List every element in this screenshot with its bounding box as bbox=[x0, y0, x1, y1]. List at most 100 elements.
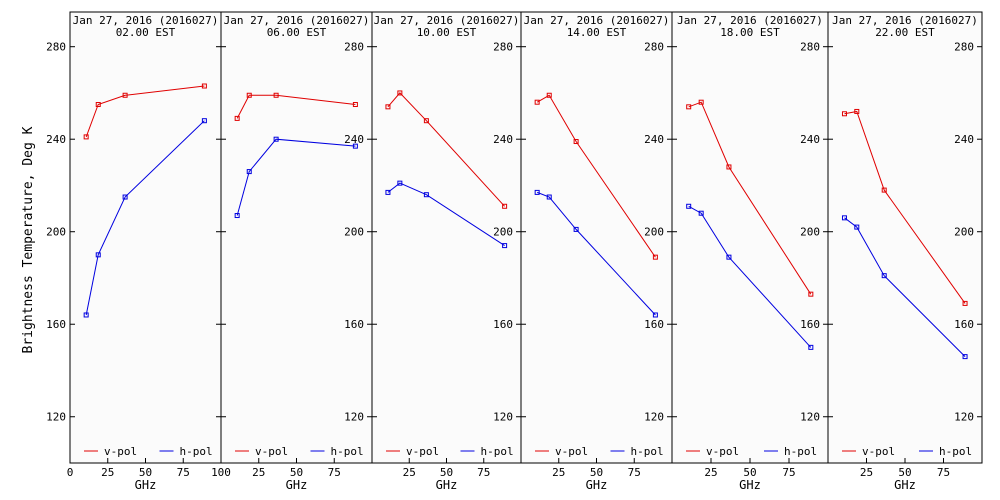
data-point-h-pol bbox=[652, 312, 658, 318]
y-tick-label: 160 bbox=[800, 318, 820, 331]
y-tick-label: 240 bbox=[644, 133, 664, 146]
x-tick-label: 25 bbox=[552, 466, 565, 479]
y-tick-label: 160 bbox=[46, 318, 66, 331]
data-point-v-pol bbox=[397, 90, 403, 96]
legend-label-h-pol: h-pol bbox=[180, 445, 213, 458]
legend-label-v-pol: v-pol bbox=[706, 445, 739, 458]
x-tick-label: 50 bbox=[440, 466, 453, 479]
x-tick-label: 75 bbox=[937, 466, 950, 479]
panel-title: Jan 27, 2016 (2016027) bbox=[524, 14, 670, 27]
x-tick-label: 50 bbox=[743, 466, 756, 479]
legend-label-h-pol: h-pol bbox=[784, 445, 817, 458]
series-line-v-pol bbox=[536, 94, 656, 258]
x-tick-label: 25 bbox=[704, 466, 717, 479]
panel-3: Jan 27, 2016 (2016027)10.00 EST 120 160 200… bbox=[371, 11, 522, 492]
panel-subtitle: 06.00 EST bbox=[267, 26, 327, 39]
data-point-h-pol bbox=[808, 344, 814, 350]
panel-frame bbox=[520, 11, 673, 464]
data-point-v-pol bbox=[122, 92, 128, 98]
data-point-h-pol bbox=[841, 215, 847, 221]
legend-label-v-pol: v-pol bbox=[255, 445, 288, 458]
y-axis-label: Brightness Temperature, Deg K bbox=[21, 126, 36, 353]
data-point-v-pol bbox=[726, 164, 732, 170]
data-point-h-pol bbox=[397, 180, 403, 186]
panel-title: Jan 27, 2016 (2016027) bbox=[677, 14, 823, 27]
y-tick-label: 280 bbox=[644, 41, 664, 54]
panel-subtitle: 18.00 EST bbox=[720, 26, 780, 39]
data-point-h-pol bbox=[201, 118, 207, 124]
x-tick-label: 25 bbox=[860, 466, 873, 479]
series-line-v-pol bbox=[844, 110, 966, 304]
x-axis-label: GHz bbox=[739, 478, 761, 492]
data-point-v-pol bbox=[95, 102, 101, 108]
panel-6: Jan 27, 2016 (2016027)22.00 EST 120 160 200… bbox=[827, 11, 983, 492]
x-axis-label: GHz bbox=[586, 478, 608, 492]
panel-5: Jan 27, 2016 (2016027)18.00 EST 120 160 200… bbox=[671, 11, 829, 492]
legend-label-h-pol: h-pol bbox=[939, 445, 972, 458]
y-tick-label: 120 bbox=[46, 411, 66, 424]
data-point-v-pol bbox=[881, 187, 887, 193]
x-axis-label: GHz bbox=[135, 478, 157, 492]
x-axis-label: GHz bbox=[894, 478, 916, 492]
data-point-v-pol bbox=[83, 134, 89, 140]
data-point-h-pol bbox=[881, 273, 887, 279]
y-tick-label: 280 bbox=[46, 41, 66, 54]
y-tick-label: 120 bbox=[954, 411, 974, 424]
data-point-v-pol bbox=[352, 102, 358, 108]
y-tick-label: 200 bbox=[954, 226, 974, 239]
panel-title: Jan 27, 2016 (2016027) bbox=[374, 14, 520, 27]
data-point-h-pol bbox=[502, 243, 508, 249]
y-tick-label: 280 bbox=[344, 41, 364, 54]
y-tick-label: 160 bbox=[493, 318, 513, 331]
y-tick-label: 160 bbox=[344, 318, 364, 331]
panel-2: Jan 27, 2016 (2016027)06.00 EST 120 160 200… bbox=[220, 11, 373, 492]
y-tick-label: 160 bbox=[954, 318, 974, 331]
data-point-h-pol bbox=[385, 189, 391, 195]
legend-label-v-pol: v-pol bbox=[555, 445, 588, 458]
data-point-v-pol bbox=[808, 291, 814, 297]
panel-frame bbox=[371, 11, 522, 464]
y-tick-label: 200 bbox=[644, 226, 664, 239]
data-point-h-pol bbox=[234, 213, 240, 219]
y-tick-label: 280 bbox=[954, 41, 974, 54]
data-point-v-pol bbox=[246, 92, 252, 98]
y-tick-label: 200 bbox=[493, 226, 513, 239]
x-axis-label: GHz bbox=[286, 478, 308, 492]
y-tick-label: 240 bbox=[344, 133, 364, 146]
x-tick-label: 50 bbox=[590, 466, 603, 479]
series-line-h-pol bbox=[537, 191, 656, 316]
data-point-h-pol bbox=[573, 226, 579, 232]
y-tick-label: 240 bbox=[46, 133, 66, 146]
data-point-v-pol bbox=[573, 139, 579, 145]
y-tick-label: 200 bbox=[344, 226, 364, 239]
data-point-v-pol bbox=[841, 111, 847, 117]
x-tick-label: 25 bbox=[403, 466, 416, 479]
data-point-h-pol bbox=[423, 192, 429, 198]
legend-label-v-pol: v-pol bbox=[406, 445, 439, 458]
y-tick-label: 280 bbox=[800, 41, 820, 54]
legend-label-v-pol: v-pol bbox=[862, 445, 895, 458]
data-point-h-pol bbox=[962, 354, 968, 360]
data-point-v-pol bbox=[698, 99, 704, 105]
legend-label-h-pol: h-pol bbox=[481, 445, 514, 458]
panel-frame bbox=[827, 11, 983, 464]
data-point-v-pol bbox=[273, 92, 279, 98]
panel-4: Jan 27, 2016 (2016027)14.00 EST 120 160 200… bbox=[520, 11, 673, 492]
series-line-h-pol bbox=[236, 138, 356, 216]
legend-label-h-pol: h-pol bbox=[331, 445, 364, 458]
panel-subtitle: 22.00 EST bbox=[875, 26, 935, 39]
panel-frame bbox=[220, 11, 373, 464]
series-line-v-pol bbox=[85, 85, 205, 138]
data-point-h-pol bbox=[546, 194, 552, 200]
x-tick-label: 0 bbox=[67, 466, 74, 479]
x-tick-label: 25 bbox=[252, 466, 265, 479]
y-tick-label: 120 bbox=[493, 411, 513, 424]
panel-subtitle: 02.00 EST bbox=[116, 26, 176, 39]
data-point-v-pol bbox=[534, 99, 540, 105]
y-tick-label: 120 bbox=[344, 411, 364, 424]
data-point-h-pol bbox=[95, 252, 101, 258]
data-point-v-pol bbox=[385, 104, 391, 110]
panels-group: Jan 27, 2016 (2016027) 02.00 EST 120 160 200… bbox=[46, 11, 983, 492]
panel-subtitle: 10.00 EST bbox=[417, 26, 477, 39]
